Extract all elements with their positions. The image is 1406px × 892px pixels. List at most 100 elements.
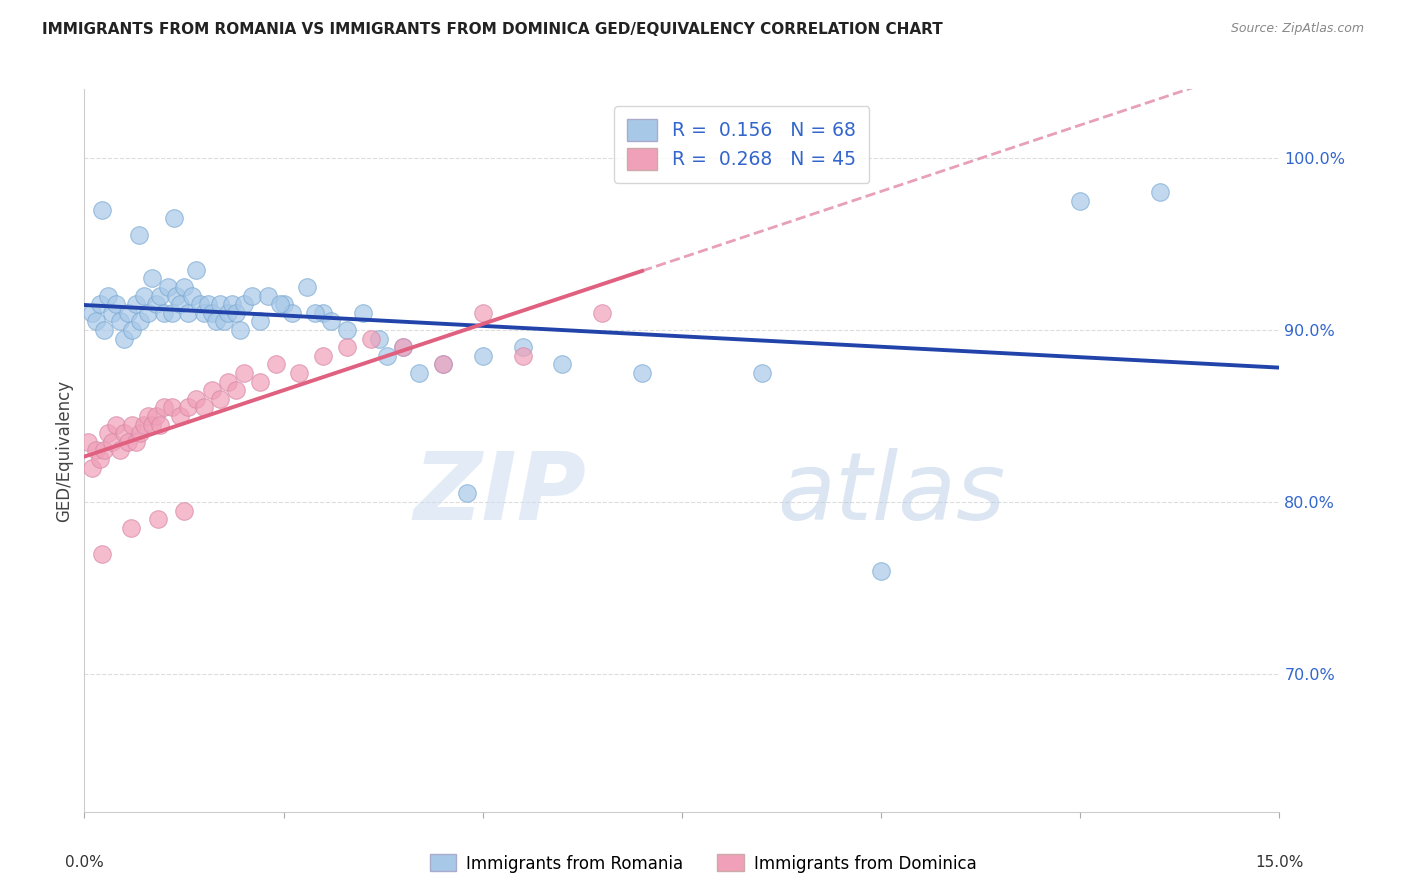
Point — [110, 443, 132, 458]
Point — [225, 306, 247, 320]
Point — [121, 323, 143, 337]
Point — [177, 401, 200, 415]
Point — [136, 306, 159, 320]
Point — [90, 547, 112, 561]
Point — [121, 417, 143, 432]
Point — [232, 366, 254, 380]
Legend: R =  0.156   N = 68, R =  0.268   N = 45: R = 0.156 N = 68, R = 0.268 N = 45 — [614, 106, 869, 183]
Text: ZIP: ZIP — [413, 448, 586, 540]
Point — [870, 564, 893, 578]
Point — [128, 228, 150, 243]
Point — [160, 401, 183, 415]
Point — [146, 512, 169, 526]
Point — [205, 314, 228, 328]
Point — [304, 306, 326, 320]
Point — [82, 306, 104, 320]
Point — [751, 366, 773, 380]
Point — [631, 366, 654, 380]
Point — [197, 297, 219, 311]
Point — [273, 297, 295, 311]
Point — [97, 426, 120, 441]
Point — [512, 340, 534, 354]
Point — [432, 358, 454, 372]
Point — [201, 306, 224, 320]
Text: atlas: atlas — [778, 449, 1005, 540]
Point — [132, 288, 156, 302]
Point — [112, 426, 135, 441]
Text: 15.0%: 15.0% — [1256, 855, 1303, 870]
Point — [225, 384, 247, 398]
Point — [432, 358, 454, 372]
Point — [86, 314, 108, 328]
Point — [125, 297, 148, 311]
Point — [149, 288, 172, 302]
Text: 0.0%: 0.0% — [65, 855, 104, 870]
Point — [169, 297, 191, 311]
Point — [201, 384, 224, 398]
Point — [160, 306, 183, 320]
Point — [125, 434, 148, 449]
Point — [591, 306, 613, 320]
Point — [129, 314, 152, 328]
Point — [456, 486, 478, 500]
Point — [110, 314, 132, 328]
Point — [360, 332, 382, 346]
Point — [184, 392, 207, 406]
Point — [232, 297, 254, 311]
Point — [93, 323, 115, 337]
Text: Source: ZipAtlas.com: Source: ZipAtlas.com — [1230, 22, 1364, 36]
Point — [141, 271, 163, 285]
Point — [117, 434, 139, 449]
Point — [184, 262, 207, 277]
Point — [157, 280, 180, 294]
Point — [77, 434, 100, 449]
Point — [177, 306, 200, 320]
Point — [392, 340, 415, 354]
Point — [336, 323, 359, 337]
Point — [117, 306, 139, 320]
Point — [217, 375, 239, 389]
Point — [264, 358, 287, 372]
Point — [208, 297, 231, 311]
Point — [229, 323, 252, 337]
Point — [368, 332, 391, 346]
Point — [101, 434, 124, 449]
Point — [162, 211, 184, 226]
Point — [312, 349, 335, 363]
Point — [212, 314, 235, 328]
Point — [89, 452, 111, 467]
Text: IMMIGRANTS FROM ROMANIA VS IMMIGRANTS FROM DOMINICA GED/EQUIVALENCY CORRELATION : IMMIGRANTS FROM ROMANIA VS IMMIGRANTS FR… — [42, 22, 943, 37]
Point — [149, 417, 172, 432]
Point — [471, 306, 494, 320]
Point — [193, 401, 215, 415]
Point — [193, 306, 215, 320]
Point — [129, 426, 152, 441]
Point — [145, 297, 167, 311]
Point — [249, 375, 271, 389]
Point — [169, 409, 191, 423]
Y-axis label: GED/Equivalency: GED/Equivalency — [55, 379, 73, 522]
Point — [112, 332, 135, 346]
Point — [321, 314, 343, 328]
Point — [86, 443, 108, 458]
Legend: Immigrants from Romania, Immigrants from Dominica: Immigrants from Romania, Immigrants from… — [423, 847, 983, 880]
Point — [208, 392, 231, 406]
Point — [375, 349, 398, 363]
Point — [105, 417, 128, 432]
Point — [297, 280, 319, 294]
Point — [82, 460, 104, 475]
Point — [105, 297, 128, 311]
Point — [173, 503, 195, 517]
Point — [1149, 186, 1171, 200]
Point — [240, 288, 263, 302]
Point — [165, 288, 187, 302]
Point — [132, 417, 156, 432]
Point — [93, 443, 115, 458]
Point — [153, 401, 176, 415]
Point — [97, 288, 120, 302]
Point — [145, 409, 167, 423]
Point — [1069, 194, 1091, 208]
Point — [153, 306, 176, 320]
Point — [249, 314, 271, 328]
Point — [269, 297, 291, 311]
